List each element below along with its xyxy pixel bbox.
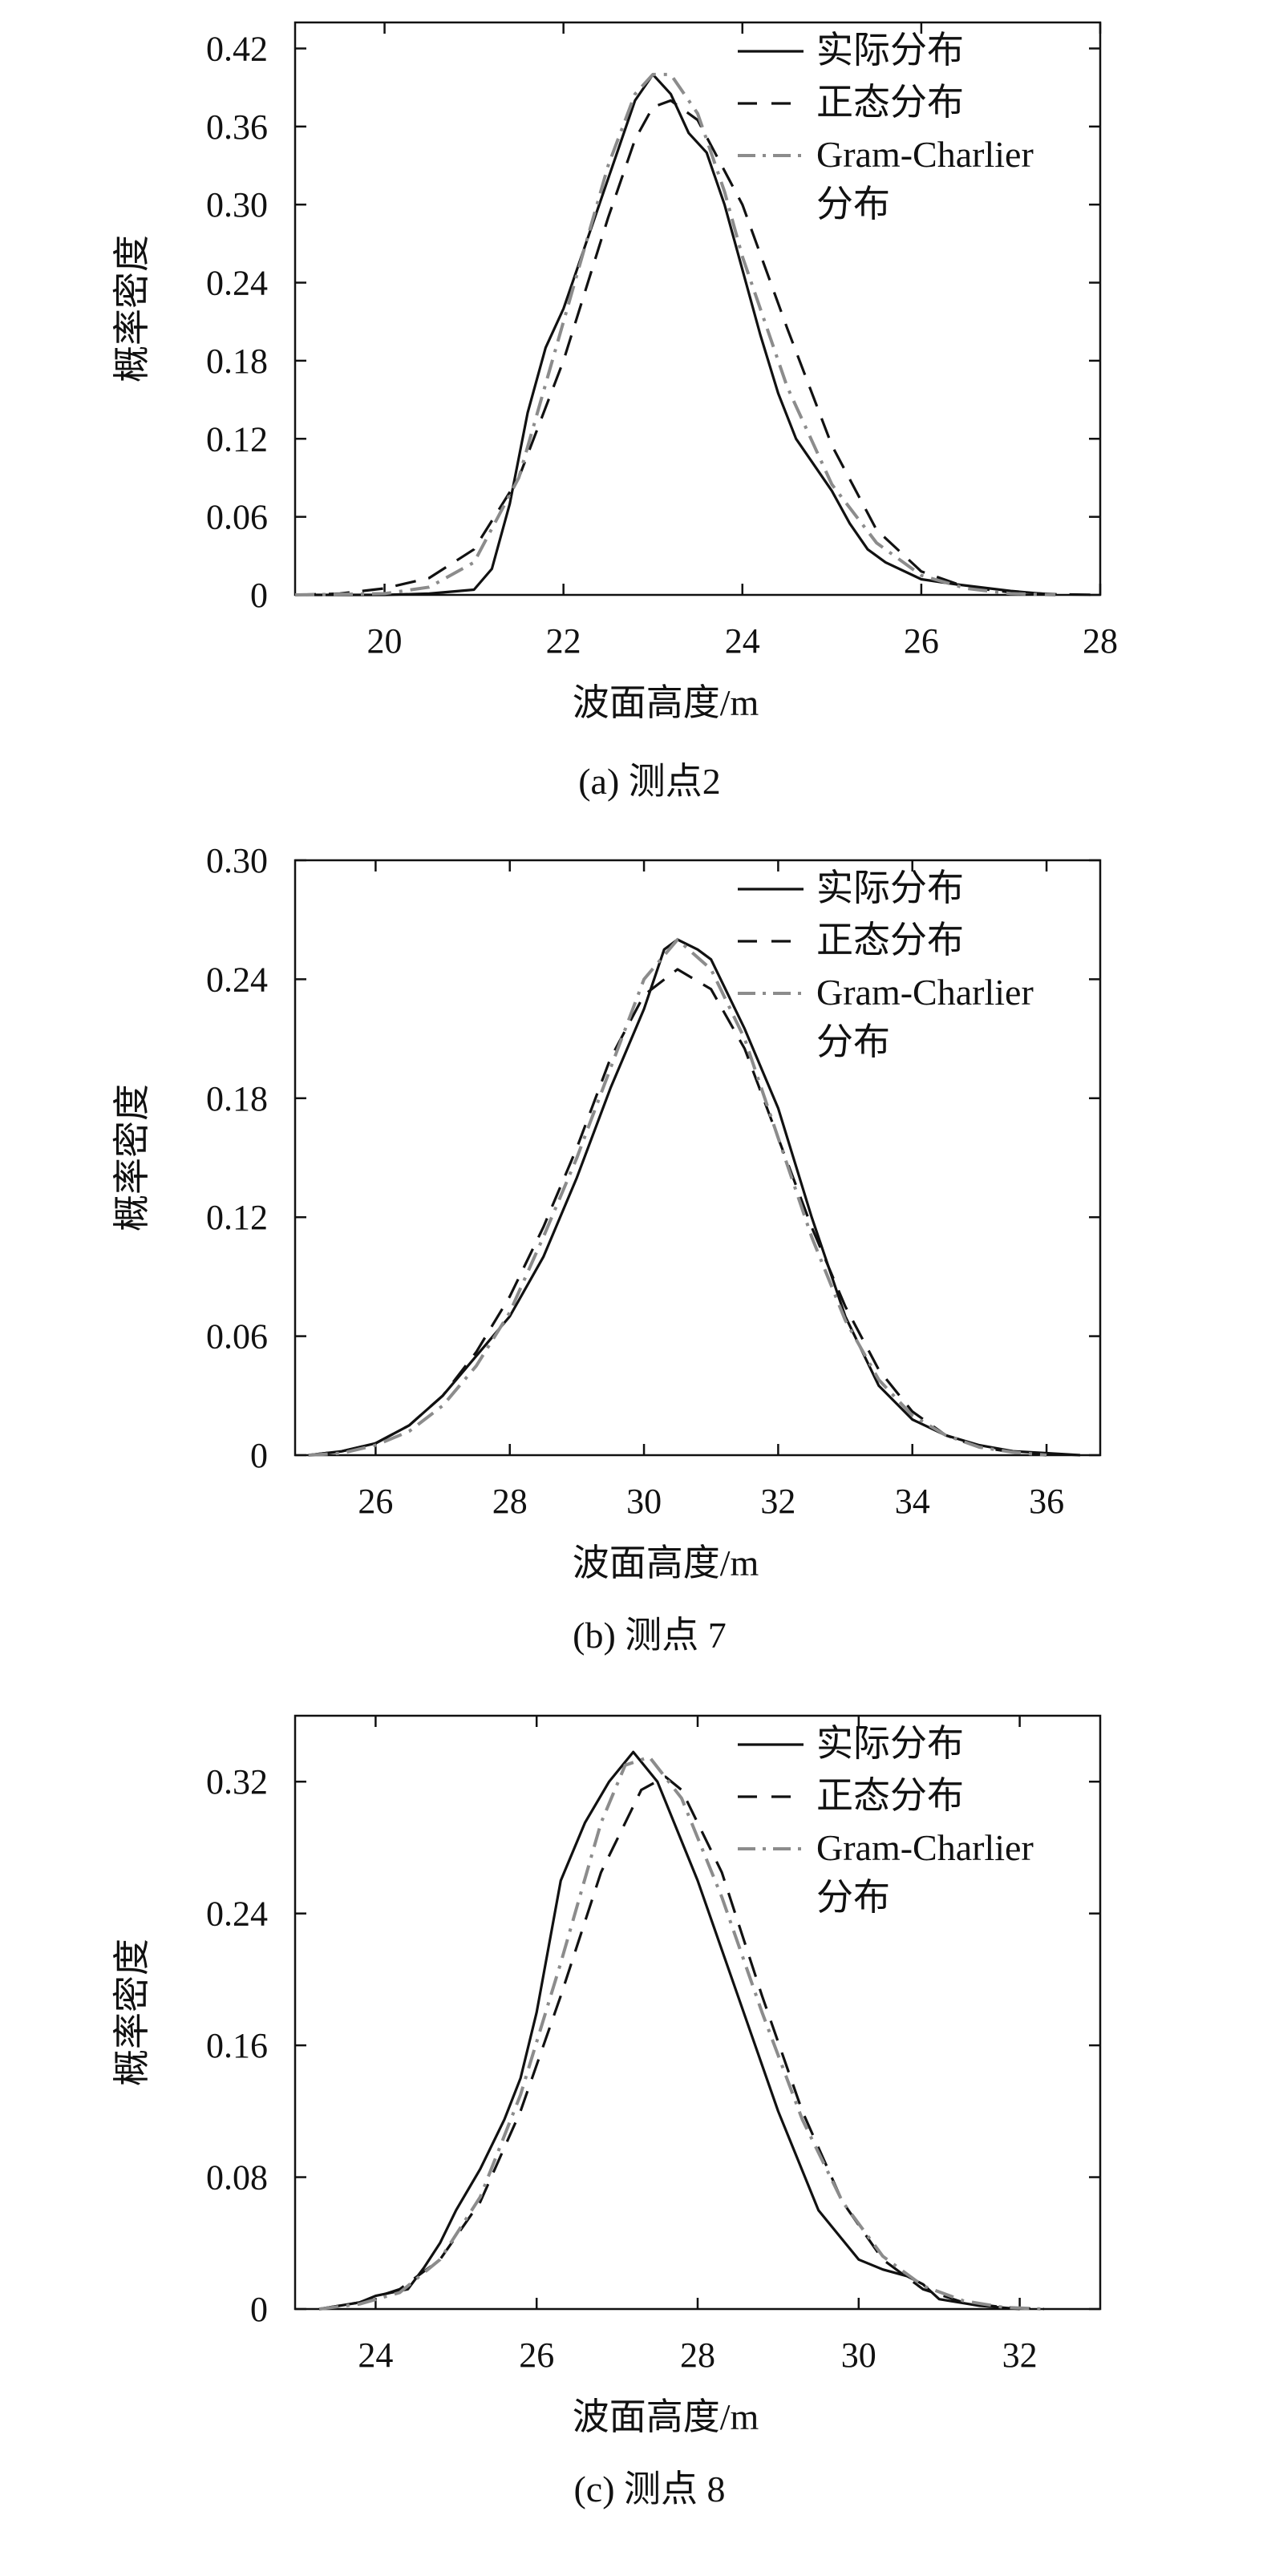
x-tick-label: 28 — [492, 1482, 528, 1521]
x-tick-label: 26 — [904, 621, 939, 661]
x-tick-label: 32 — [760, 1482, 795, 1521]
panel-caption: (c) 测点 8 — [573, 2469, 725, 2509]
plot-frame — [293, 1714, 1102, 2311]
series-line-3 — [308, 937, 1047, 1457]
series-line-1 — [295, 73, 1056, 596]
series-line-2 — [308, 968, 1047, 1457]
legend-label-2: 正态分布 — [816, 1775, 964, 1816]
series-line-2 — [318, 1775, 1044, 2311]
y-tick-label: 0.06 — [206, 1317, 268, 1357]
legend-label-2: 正态分布 — [816, 82, 964, 123]
y-tick-label: 0.24 — [206, 960, 268, 999]
chart-panel-1: 0 0.06 0.12 0.18 0.24 0.30 0.36 0.42 20 22 24 26 28 波… — [111, 21, 1118, 802]
x-tick-label: 36 — [1029, 1482, 1064, 1521]
x-tick-label: 30 — [626, 1482, 662, 1521]
x-tick-label: 26 — [519, 2335, 554, 2375]
series-line-1 — [308, 938, 1080, 1457]
y-tick-label: 0 — [250, 2290, 268, 2329]
panel-caption: (a) 测点2 — [578, 761, 721, 802]
panel-caption: (b) 测点 7 — [573, 1615, 727, 1656]
y-tick-label: 0.36 — [206, 107, 268, 147]
y-tick-label: 0.06 — [206, 498, 268, 537]
legend-label-1: 实际分布 — [816, 1723, 964, 1764]
y-tick-label: 0.42 — [206, 29, 268, 68]
y-tick-label: 0.24 — [206, 1895, 268, 1934]
plot-frame — [293, 859, 1102, 1457]
x-tick-label: 26 — [358, 1482, 393, 1521]
legend-label-3: Gram-Charlier 分布 — [816, 972, 1034, 1062]
legend-label-3: Gram-Charlier 分布 — [816, 134, 1034, 224]
y-tick-label: 0.12 — [206, 1198, 268, 1237]
y-tick-label: 0 — [250, 1436, 268, 1475]
chart-panel-3: 0 0.08 0.16 0.24 0.32 24 26 28 30 32 波面高度/m 概率密度 (c)… — [111, 1714, 1102, 2509]
x-tick-label: 28 — [680, 2335, 715, 2375]
series-line-3 — [318, 1755, 1044, 2311]
y-tick-label: 0.12 — [206, 419, 268, 459]
legend-label-3: Gram-Charlier 分布 — [816, 1827, 1034, 1918]
x-tick-label: 22 — [546, 621, 581, 661]
legend-label-2: 正态分布 — [816, 920, 964, 960]
y-tick-label: 0 — [250, 576, 268, 615]
y-tick-label: 0.30 — [206, 185, 268, 224]
x-tick-label: 34 — [895, 1482, 930, 1521]
y-tick-label: 0.30 — [206, 841, 268, 880]
x-tick-label: 32 — [1002, 2335, 1038, 2375]
y-tick-label: 0.18 — [206, 1079, 268, 1118]
y-axis-title: 概率密度 — [111, 235, 152, 382]
x-tick-label: 20 — [367, 621, 403, 661]
plot-frame — [293, 21, 1102, 596]
legend-label-1: 实际分布 — [816, 867, 964, 908]
series-line-3 — [294, 72, 1056, 596]
x-tick-label: 24 — [725, 621, 760, 661]
x-axis-title: 波面高度/m — [573, 1543, 759, 1583]
x-tick-label: 28 — [1083, 621, 1118, 661]
y-tick-label: 0.16 — [206, 2026, 268, 2065]
legend-label-1: 实际分布 — [816, 30, 964, 71]
y-axis-title: 概率密度 — [111, 1084, 152, 1231]
y-tick-label: 0.08 — [206, 2158, 268, 2198]
y-tick-label: 0.24 — [206, 264, 268, 303]
x-tick-label: 30 — [841, 2335, 876, 2375]
y-axis-title: 概率密度 — [111, 1939, 152, 2086]
chart-panel-2: 0 0.06 0.12 0.18 0.24 0.30 26 28 30 32 34 36 波面高度/m 概… — [111, 841, 1102, 1656]
y-tick-label: 0.18 — [206, 342, 268, 381]
x-axis-title: 波面高度/m — [573, 2396, 759, 2437]
x-axis-title: 波面高度/m — [573, 682, 759, 723]
y-tick-label: 0.32 — [206, 1762, 268, 1802]
series-line-2 — [294, 99, 1101, 596]
x-tick-label: 24 — [358, 2335, 393, 2375]
